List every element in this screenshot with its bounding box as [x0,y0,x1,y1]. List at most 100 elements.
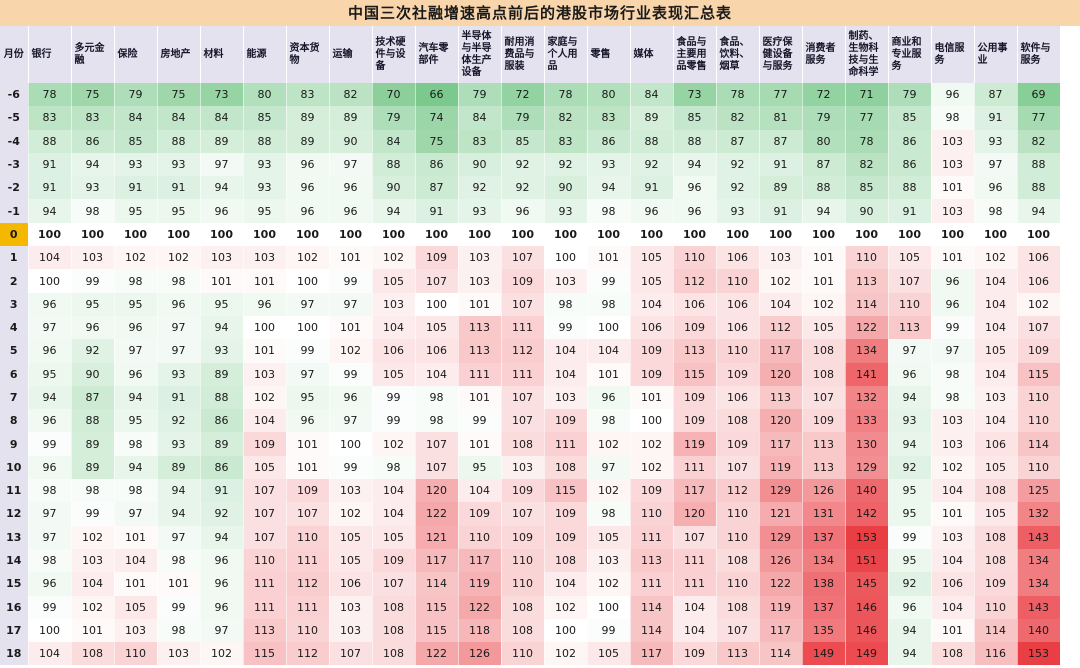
value-cell: 110 [1017,455,1061,480]
column-header: 食品与主要用品零售 [673,26,717,83]
value-cell: 107 [802,385,846,410]
value-cell: 129 [759,479,803,503]
value-cell: 126 [458,642,502,666]
value-cell: 141 [845,362,889,386]
value-cell: 111 [286,595,330,619]
value-cell: 101 [931,246,975,270]
value-cell: 109 [544,409,588,433]
value-cell: 92 [716,176,760,200]
value-cell: 107 [415,455,459,480]
value-cell: 102 [544,595,588,619]
value-cell: 79 [372,106,416,130]
value-cell: 90 [329,129,373,153]
value-cell: 110 [716,525,760,549]
value-cell: 97 [157,339,201,363]
value-cell: 86 [587,129,631,153]
value-cell: 113 [802,455,846,480]
value-cell: 115 [673,362,717,386]
value-cell: 101 [157,572,201,596]
value-cell: 99 [71,502,115,526]
value-cell: 105 [372,269,416,293]
month-label: 14 [0,548,29,573]
value-cell: 100 [587,595,631,619]
value-cell: 102 [329,339,373,363]
value-cell: 117 [759,618,803,643]
value-cell: 88 [243,129,287,153]
value-cell: 149 [845,642,889,666]
value-cell: 94 [114,385,158,410]
month-label: 11 [0,479,29,503]
value-cell: 104 [673,618,717,643]
value-cell: 98 [544,292,588,316]
value-cell: 100 [286,315,330,340]
value-cell: 99 [71,269,115,293]
value-cell: 120 [759,362,803,386]
value-cell: 92 [544,152,588,177]
month-label: 7 [0,385,29,410]
value-cell: 96 [888,362,932,386]
value-cell: 103 [329,479,373,503]
value-cell: 100 [286,269,330,293]
value-cell: 103 [931,525,975,549]
value-cell: 79 [114,83,158,107]
value-cell: 101 [458,385,502,410]
value-cell: 105 [329,525,373,549]
value-cell: 72 [501,83,545,107]
value-cell: 106 [716,385,760,410]
value-cell: 95 [114,409,158,433]
value-cell: 95 [114,199,158,223]
value-cell: 112 [716,479,760,503]
value-cell: 99 [372,385,416,410]
value-cell: 104 [544,572,588,596]
value-cell: 102 [802,292,846,316]
value-cell: 122 [458,595,502,619]
value-cell: 98 [931,385,975,410]
value-cell: 108 [372,595,416,619]
table-title: 中国三次社融增速高点前后的港股市场行业表现汇总表 [0,0,1080,26]
value-cell: 94 [200,525,244,549]
value-cell: 100 [28,269,72,293]
table-row: 12 97 99 97 94 92 107 107 102 104 122 109 107 109 98 11… [0,502,1061,526]
value-cell: 105 [415,315,459,340]
value-cell: 145 [845,572,889,596]
value-cell: 109 [544,525,588,549]
value-cell: 98 [415,409,459,433]
value-cell: 114 [759,642,803,666]
value-cell: 105 [974,455,1018,480]
value-cell: 104 [28,642,72,666]
value-cell: 134 [802,548,846,573]
value-cell: 94 [888,618,932,643]
month-label: -5 [0,106,29,130]
value-cell: 107 [501,385,545,410]
value-cell: 100 [587,315,631,340]
value-cell: 85 [845,176,889,200]
table-row: 7 94 87 94 91 88 102 95 96 99 98 101 107 103 96 101 109 1… [0,385,1061,410]
month-label: 2 [0,269,29,293]
value-cell: 86 [200,455,244,480]
month-label: -3 [0,152,29,177]
value-cell: 93 [243,176,287,200]
value-cell: 106 [372,339,416,363]
value-cell: 101 [114,572,158,596]
value-cell: 95 [243,199,287,223]
value-cell: 100 [286,222,330,247]
value-cell: 109 [372,548,416,573]
value-cell: 94 [28,385,72,410]
value-cell: 99 [329,362,373,386]
value-cell: 96 [200,548,244,573]
value-cell: 86 [71,129,115,153]
value-cell: 92 [630,152,674,177]
value-cell: 95 [157,199,201,223]
value-cell: 100 [114,222,158,247]
value-cell: 105 [888,246,932,270]
value-cell: 97 [114,502,158,526]
value-cell: 103 [243,362,287,386]
value-cell: 98 [931,106,975,130]
value-cell: 102 [931,455,975,480]
table-row: 15 96 104 101 101 96 111 112 106 107 114 119 110 104 1… [0,572,1061,596]
value-cell: 102 [114,246,158,270]
value-cell: 108 [372,618,416,643]
value-cell: 107 [243,525,287,549]
value-cell: 101 [931,176,975,200]
value-cell: 134 [845,339,889,363]
